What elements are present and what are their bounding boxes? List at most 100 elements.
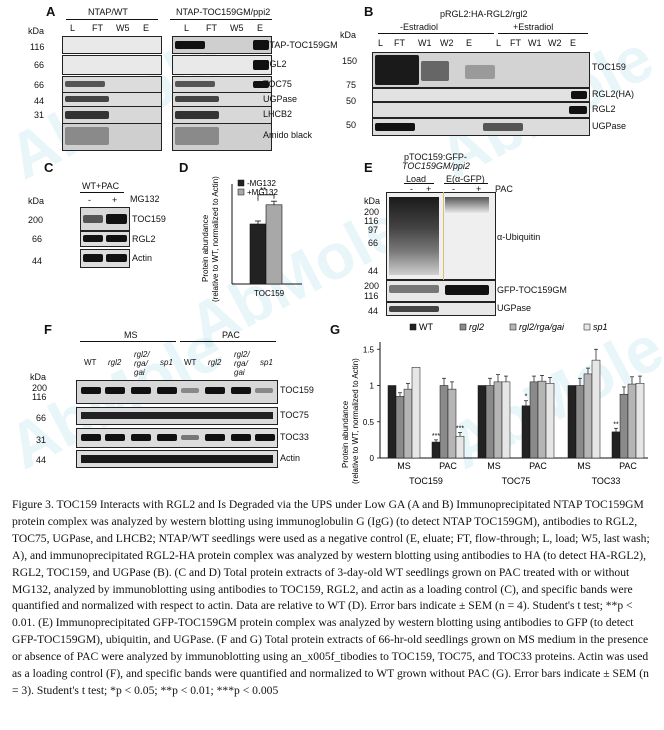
row-label: RGL2(HA) [592, 89, 635, 99]
row-label: Actin [280, 453, 301, 463]
marker: 66 [34, 80, 45, 90]
x-tick-label: PAC [619, 461, 637, 471]
row-label: α-Ubiquitin [497, 232, 541, 242]
group-line [80, 341, 176, 342]
marker: 97 [368, 225, 379, 235]
row-label: RGL2 [592, 104, 616, 114]
legend-label: rgl2/rga/gai [519, 322, 565, 332]
bar [387, 385, 397, 459]
marker: 200 [32, 383, 48, 393]
row-label: LHCB2 [263, 109, 293, 119]
kda-label: kDa [340, 30, 357, 40]
blot [62, 123, 162, 151]
row-label: TOC33 [280, 432, 309, 442]
bar [583, 373, 593, 459]
bar [529, 381, 539, 459]
blot [386, 192, 496, 280]
significance-bracket [257, 194, 275, 201]
bar [635, 383, 645, 459]
lane-label: rgl2 [108, 358, 122, 367]
group-label: Load [406, 174, 427, 184]
lane-label: + [476, 184, 482, 194]
lane-label: L [378, 38, 384, 48]
lane-label: rga/ [134, 359, 148, 368]
row-label: TOC159 [592, 62, 626, 72]
lane-label: gai [234, 368, 245, 377]
lane-label: sp1 [160, 358, 173, 367]
blot [372, 102, 590, 118]
marker: 66 [34, 60, 45, 70]
bar [485, 385, 495, 459]
x-tick-label: MS [577, 461, 591, 471]
bar [627, 383, 637, 459]
y-tick-label: 1.5 [363, 345, 375, 354]
lane-label: - [452, 184, 455, 194]
kda-label: kDa [28, 196, 45, 206]
blot [76, 428, 278, 448]
blot [172, 36, 272, 54]
marker: 116 [364, 216, 379, 226]
marker: 44 [368, 266, 379, 276]
marker: 66 [368, 238, 379, 248]
significance-label: *** [456, 426, 464, 433]
row-label: NTAP-TOC159GM [263, 40, 338, 50]
lane-label: FT [510, 38, 521, 48]
group-label: MS [124, 330, 138, 340]
legend-swatch [237, 188, 245, 196]
bar [591, 359, 601, 459]
x-axis-label: TOC159 [254, 289, 285, 298]
bar [575, 385, 585, 459]
significance-label: ** [260, 186, 266, 195]
x-tick-label: MS [397, 461, 411, 471]
group-label: +Estradiol [513, 22, 554, 32]
kda-label: kDa [28, 26, 45, 36]
panel-label-d: D [179, 160, 189, 175]
group-line [444, 183, 488, 184]
group-line [66, 19, 158, 20]
group-line [80, 192, 124, 193]
bar [611, 431, 621, 459]
lane-label: FT [92, 23, 103, 33]
row-label: UGPase [497, 303, 532, 313]
panel-label-b: B [364, 4, 374, 19]
legend-swatch [583, 323, 591, 331]
lane-label: + [426, 184, 432, 194]
bar [411, 367, 421, 459]
bar [447, 388, 457, 459]
bar [403, 388, 413, 459]
row-label: RGL2 [132, 234, 156, 244]
bar [493, 381, 503, 459]
blot [172, 55, 272, 75]
kda-label: kDa [364, 196, 381, 206]
marker: 50 [346, 120, 357, 130]
lane-label: E [570, 38, 577, 48]
group-label: TOC75 [502, 476, 531, 486]
marker: 116 [32, 392, 47, 402]
legend-label: sp1 [593, 322, 608, 332]
row-label: TOC75 [263, 79, 292, 89]
marker: 116 [30, 42, 45, 52]
marker: 31 [34, 110, 45, 120]
row-label: TOC159 [280, 385, 314, 395]
lane-label: rga/ [234, 359, 248, 368]
group-label: PAC [222, 330, 240, 340]
blot [76, 407, 278, 425]
group-label-wt: NTAP/WT [88, 7, 128, 17]
marker: 44 [34, 96, 45, 106]
blot [62, 76, 162, 93]
chart-g: WT rgl2 rgl2/rga/gai sp1 00.511.5 *********… [341, 322, 648, 486]
blot [386, 302, 496, 316]
bar [477, 385, 487, 459]
blot [80, 249, 130, 268]
blot [80, 231, 130, 247]
x-tick-label: PAC [529, 461, 547, 471]
lane-label: W1 [528, 38, 542, 48]
group-label: TOC33 [592, 476, 621, 486]
y-axis-label: Protein abundance [341, 400, 350, 468]
blot [62, 55, 162, 75]
blot [62, 92, 162, 107]
lane-label: FT [394, 38, 405, 48]
panel-label-f: F [44, 322, 52, 337]
x-tick-label: PAC [439, 461, 457, 471]
bar [545, 383, 555, 459]
